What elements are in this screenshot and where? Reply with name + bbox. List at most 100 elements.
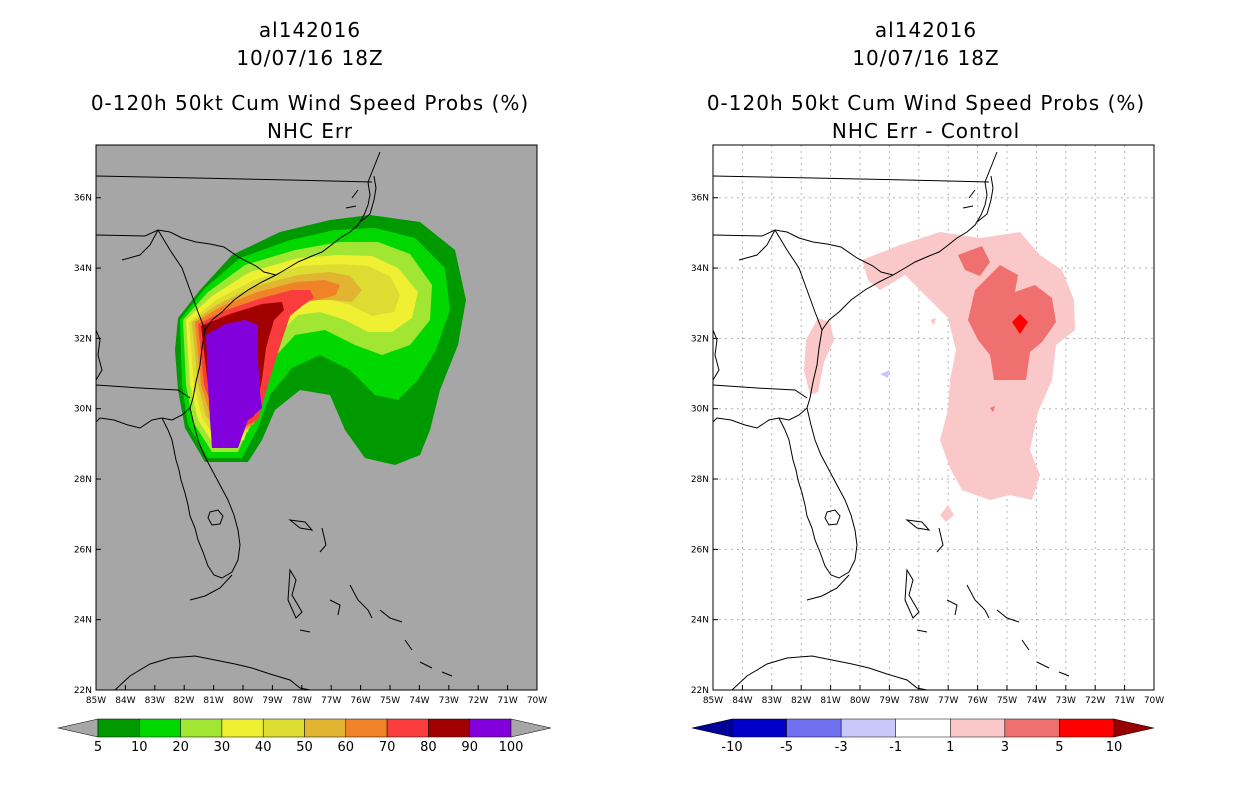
lon-label: 85W xyxy=(86,696,106,706)
left-map-frame xyxy=(95,144,538,691)
lon-label: 77W xyxy=(938,696,958,706)
colorbar-swatch xyxy=(1004,718,1060,738)
colorbar-swatch xyxy=(895,718,951,738)
colorbar-label: 5 xyxy=(1055,740,1063,755)
lon-label: 78W xyxy=(909,696,929,706)
lon-label: 81W xyxy=(820,696,840,706)
right-difference-contours xyxy=(804,232,1075,522)
colorbar-label: 100 xyxy=(499,740,524,755)
left-storm-id: al142016 xyxy=(258,18,362,42)
lat-label: 28N xyxy=(74,475,92,485)
lat-label: 30N xyxy=(74,405,92,415)
right-lat-labels: 22N 24N 26N 28N 30N 32N 34N 36N xyxy=(691,194,718,696)
lon-label: 77W xyxy=(321,696,341,706)
left-map-panel: 22N 24N 26N 28N 30N 32N 34N 36N 85W 84W 83W 82W 81W… xyxy=(74,144,547,706)
lon-label: 74W xyxy=(409,696,429,706)
colorbar-swatch xyxy=(1059,718,1115,738)
lon-label: 83W xyxy=(762,696,782,706)
lon-label: 82W xyxy=(174,696,194,706)
colorbar-label: 10 xyxy=(131,740,148,755)
lon-label: 71W xyxy=(1114,696,1134,706)
lon-label: 73W xyxy=(1056,696,1076,706)
lat-label: 26N xyxy=(74,545,92,555)
left-datetime: 10/07/16 18Z xyxy=(236,46,384,70)
lon-label: 79W xyxy=(262,696,282,706)
colorbar-label: -1 xyxy=(889,740,902,755)
lon-label: 76W xyxy=(967,696,987,706)
lat-label: 24N xyxy=(691,616,709,626)
lat-label: 34N xyxy=(691,264,709,274)
lon-label: 80W xyxy=(233,696,253,706)
colorbar-over-triangle xyxy=(510,718,552,738)
lon-label: 70W xyxy=(527,696,547,706)
lon-label: 79W xyxy=(879,696,899,706)
lon-label: 82W xyxy=(791,696,811,706)
lon-label: 81W xyxy=(203,696,223,706)
colorbar-swatch xyxy=(304,718,347,738)
colorbar-label: 10 xyxy=(1106,740,1123,755)
colorbar-swatch xyxy=(180,718,223,738)
lon-label: 78W xyxy=(292,696,312,706)
colorbar-label: 80 xyxy=(420,740,437,755)
colorbar-swatch xyxy=(262,718,305,738)
right-lon-labels: 85W 84W 83W 82W 81W 80W 79W 78W 77W 76W 75W 74W 73W 7… xyxy=(703,685,1164,706)
lon-label: 74W xyxy=(1026,696,1046,706)
lon-label: 73W xyxy=(439,696,459,706)
colorbar-swatch xyxy=(221,718,264,738)
lat-label: 34N xyxy=(74,264,92,274)
lat-label: 28N xyxy=(691,475,709,485)
colorbar-swatch xyxy=(139,718,181,738)
right-storm-id: al142016 xyxy=(874,18,978,42)
left-product-title: 0-120h 50kt Cum Wind Speed Probs (%) xyxy=(90,91,530,115)
colorbar-label: 5 xyxy=(94,740,102,755)
lon-label: 71W xyxy=(497,696,517,706)
lat-label: 36N xyxy=(691,194,709,204)
lon-label: 80W xyxy=(850,696,870,706)
right-subtitle: NHC Err - Control xyxy=(831,119,1021,143)
colorbar-swatch xyxy=(469,718,512,738)
colorbar-label: -5 xyxy=(780,740,793,755)
left-colorbar: 5 10 20 30 40 50 60 70 80 90 100 xyxy=(57,718,552,755)
right-datetime: 10/07/16 18Z xyxy=(852,46,1000,70)
lat-label: 22N xyxy=(691,686,709,696)
colorbar-under-triangle xyxy=(57,718,99,738)
colorbar-label: 3 xyxy=(1001,740,1009,755)
right-map-frame xyxy=(712,144,1155,691)
colorbar-label: 1 xyxy=(946,740,954,755)
colorbar-label: 30 xyxy=(214,740,231,755)
colorbar-label: -10 xyxy=(721,740,742,755)
lat-label: 22N xyxy=(74,686,92,696)
lon-label: 72W xyxy=(1085,696,1105,706)
colorbar-under-triangle xyxy=(691,718,733,738)
right-map-background xyxy=(713,145,1154,690)
left-subtitle: NHC Err xyxy=(266,119,354,143)
colorbar-label: 90 xyxy=(461,740,478,755)
colorbar-swatch xyxy=(428,718,470,738)
lon-label: 83W xyxy=(145,696,165,706)
colorbar-label: 70 xyxy=(379,740,396,755)
lon-label: 75W xyxy=(997,696,1017,706)
colorbar-swatch xyxy=(97,718,140,738)
colorbar-label: 40 xyxy=(255,740,272,755)
lon-label: 84W xyxy=(732,696,752,706)
lat-label: 32N xyxy=(691,334,709,344)
colorbar-swatch xyxy=(840,718,896,738)
lon-label: 84W xyxy=(115,696,135,706)
lat-label: 30N xyxy=(691,405,709,415)
lat-label: 32N xyxy=(74,334,92,344)
right-product-title: 0-120h 50kt Cum Wind Speed Probs (%) xyxy=(706,91,1146,115)
colorbar-swatch xyxy=(950,718,1006,738)
colorbar-label: 60 xyxy=(338,740,355,755)
left-probability-contours xyxy=(175,215,466,465)
colorbar-swatch xyxy=(786,718,842,738)
lat-label: 24N xyxy=(74,616,92,626)
lon-label: 85W xyxy=(703,696,723,706)
lat-label: 26N xyxy=(691,545,709,555)
left-lat-labels: 22N 24N 26N 28N 30N 32N 34N 36N xyxy=(74,194,101,696)
colorbar-swatch xyxy=(731,718,787,738)
colorbar-swatch xyxy=(386,718,429,738)
colorbar-swatch xyxy=(345,718,388,738)
lon-label: 72W xyxy=(468,696,488,706)
colorbar-label: 50 xyxy=(296,740,313,755)
